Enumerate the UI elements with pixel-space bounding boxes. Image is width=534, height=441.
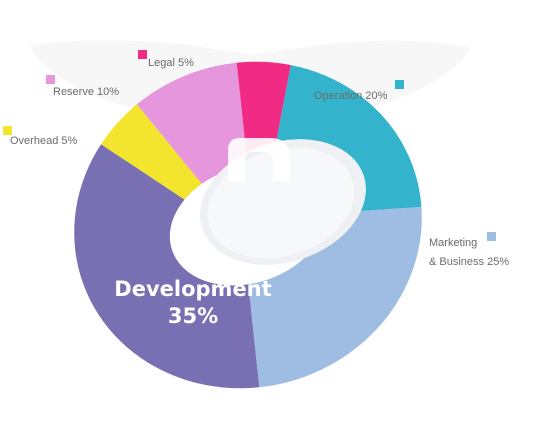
slice-labels: Development 35% Overhead 5% Reserve 10% Lega…: [10, 57, 509, 328]
legend-markers: [3, 50, 496, 241]
legend-marker-reserve: [46, 75, 55, 84]
slice-label-development: Development: [114, 277, 271, 301]
center-hole: [200, 138, 366, 265]
slices-layer: [74, 61, 422, 389]
slice-label-operation: Operation 20%: [314, 90, 388, 102]
legend-marker-legal: [138, 50, 147, 59]
legend-marker-marketing: [487, 232, 496, 241]
legend-marker-operation: [395, 80, 404, 89]
slice-reserve: [136, 62, 248, 184]
center-logo-mark: [228, 138, 290, 182]
slice-overhead: [101, 104, 202, 200]
slice-label-development-line2: 35%: [168, 304, 218, 328]
slice-label-reserve: Reserve 10%: [53, 86, 119, 98]
slice-label-legal: Legal 5%: [148, 57, 194, 69]
slice-development: [74, 144, 260, 389]
slice-marketing: [248, 206, 422, 388]
slice-label-overhead: Overhead 5%: [10, 135, 77, 147]
legend-marker-overhead: [3, 126, 12, 135]
slice-label-marketing-line2: & Business 25%: [429, 256, 509, 268]
slice-label-marketing: Marketing: [429, 237, 477, 249]
